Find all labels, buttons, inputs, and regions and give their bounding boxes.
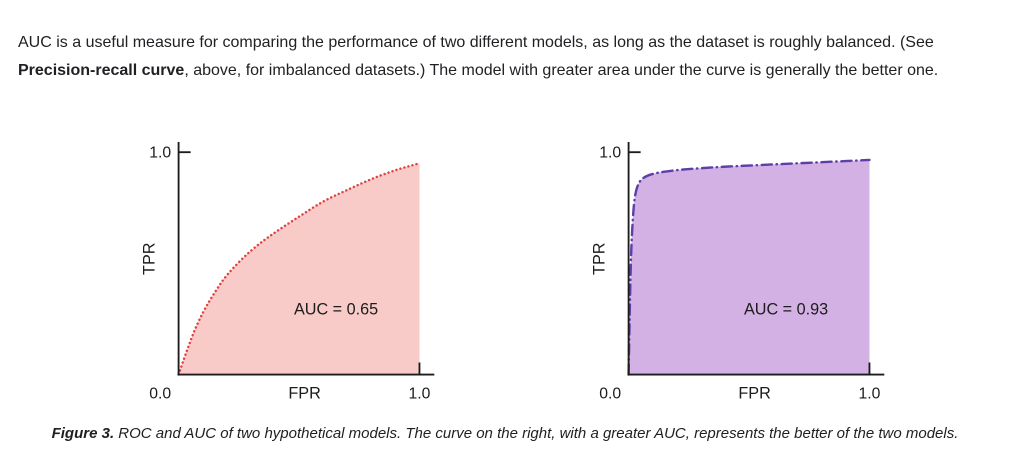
y-max-label: 1.0 bbox=[149, 145, 171, 162]
figure-caption-text: ROC and AUC of two hypothetical models. … bbox=[114, 425, 959, 442]
x-max-label: 1.0 bbox=[858, 386, 880, 403]
origin-label: 0.0 bbox=[149, 386, 171, 403]
charts-row: 1.0 0.0 1.0 FPR TPR AUC = 0.65 1.0 0.0 1… bbox=[0, 129, 1010, 407]
roc-chart-right: 1.0 0.0 1.0 FPR TPR AUC = 0.93 bbox=[573, 129, 888, 407]
intro-text-bold: Precision-recall curve bbox=[18, 62, 185, 79]
intro-paragraph: AUC is a useful measure for comparing th… bbox=[0, 16, 1010, 85]
y-axis-label: TPR bbox=[590, 243, 608, 275]
x-axis-label: FPR bbox=[288, 385, 320, 403]
y-axis-label: TPR bbox=[140, 243, 158, 275]
roc-chart-left: 1.0 0.0 1.0 FPR TPR AUC = 0.65 bbox=[123, 129, 438, 407]
y-max-label: 1.0 bbox=[599, 145, 621, 162]
roc-area-fill bbox=[628, 159, 869, 375]
intro-text-after: , above, for imbalanced datasets.) The m… bbox=[184, 62, 939, 79]
auc-annotation: AUC = 0.65 bbox=[293, 300, 377, 318]
x-max-label: 1.0 bbox=[408, 386, 430, 403]
figure-caption-label: Figure 3. bbox=[51, 425, 115, 442]
figure-caption: Figure 3. ROC and AUC of two hypothetica… bbox=[0, 425, 1010, 442]
x-axis-label: FPR bbox=[738, 385, 770, 403]
roc-curve-line bbox=[626, 158, 871, 376]
intro-text-before: AUC is a useful measure for comparing th… bbox=[18, 34, 934, 51]
origin-label: 0.0 bbox=[599, 386, 621, 403]
roc-area-fill bbox=[178, 163, 419, 375]
roc-chart-left-svg: 1.0 0.0 1.0 FPR TPR AUC = 0.65 bbox=[140, 142, 434, 403]
auc-annotation: AUC = 0.93 bbox=[743, 300, 827, 318]
roc-chart-right-svg: 1.0 0.0 1.0 FPR TPR AUC = 0.93 bbox=[590, 142, 884, 403]
